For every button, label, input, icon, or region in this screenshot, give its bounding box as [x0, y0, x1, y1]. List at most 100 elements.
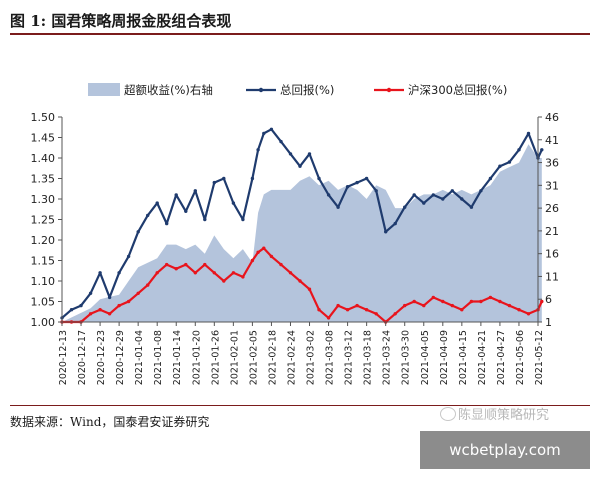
series-total-line-point-42	[450, 189, 454, 193]
series-index-line-point-39	[422, 303, 426, 308]
series-index-line-point-31	[345, 308, 350, 312]
series-index-line-point-24	[279, 262, 283, 267]
x-tick-label-4: 2021-01-04	[134, 330, 145, 385]
series-total-line-point-6	[117, 271, 121, 275]
x-tick-label-6: 2021-01-14	[172, 330, 183, 385]
y-right-tick-label-2: 11	[545, 270, 559, 283]
series-total-line-point-16	[212, 180, 216, 185]
series-total-line-point-50	[526, 131, 531, 136]
series-index-line-point-18	[231, 271, 236, 275]
x-tick-label-9: 2021-02-01	[229, 330, 240, 385]
series-total-line-point-19	[241, 217, 245, 222]
x-tick-label-19: 2021-04-05	[420, 330, 431, 385]
series-total-line-point-39	[422, 201, 426, 205]
series-index-line-point-47	[498, 299, 502, 304]
y-left-tick-label-5: 1.25	[31, 214, 56, 227]
series-index-line-point-14	[193, 271, 197, 275]
series-index-line-point-27	[307, 287, 312, 291]
series-total-line-point-28	[317, 176, 321, 181]
series-index-line-point-23	[269, 254, 274, 259]
legend-label-total: 总回报(%)	[280, 83, 334, 97]
x-tick-label-23: 2021-04-27	[496, 330, 507, 385]
y-left-tick-label-4: 1.20	[31, 234, 56, 247]
series-total-line-point-52	[540, 148, 544, 152]
y-left-tick-label-10: 1.50	[31, 111, 56, 124]
series-total-line-point-37	[403, 205, 407, 209]
wechat-icon	[440, 407, 456, 421]
series-index-line-point-3	[88, 312, 93, 316]
x-tick-label-20: 2021-04-09	[439, 330, 450, 385]
series-index-line-point-6	[117, 303, 121, 308]
y-right-tick-label-6: 31	[545, 179, 559, 192]
legend-label-excess: 超额收益(%)右轴	[124, 83, 213, 97]
series-total-line-point-35	[384, 230, 388, 234]
series-index-line-point-28	[317, 308, 321, 312]
source-note: 数据来源：Wind，国泰君安证券研究	[10, 415, 210, 429]
series-total-line-point-38	[412, 193, 416, 197]
x-tick-label-7: 2021-01-20	[191, 330, 202, 385]
x-tick-label-25: 2021-05-12	[534, 330, 545, 385]
y-right-tick-label-1: 6	[545, 293, 552, 306]
site-badge: wcbetplay.com	[420, 431, 590, 469]
series-index-line-point-36	[393, 312, 397, 316]
x-tick-label-2: 2020-12-23	[96, 330, 107, 385]
series-index-line-point-10	[155, 271, 159, 275]
series-total-line-point-49	[517, 148, 521, 152]
series-index-line-point-19	[241, 275, 245, 279]
y-left-tick-label-1: 1.05	[31, 296, 56, 309]
series-index-line-point-43	[460, 308, 464, 312]
legend-marker-total	[258, 87, 264, 93]
series-index-line-point-40	[431, 295, 435, 300]
series-index-line-point-7	[126, 299, 131, 304]
series-total-line-point-18	[231, 201, 236, 205]
x-tick-label-14: 2021-03-08	[325, 330, 336, 385]
series-index-line-point-4	[98, 308, 102, 312]
series-total-line-point-1	[69, 308, 74, 312]
title-rule	[10, 33, 590, 35]
x-tick-label-8: 2021-01-26	[210, 330, 221, 385]
series-index-line-point-33	[364, 308, 369, 312]
series-total-line-point-3	[88, 291, 93, 295]
series-index-line-point-26	[298, 279, 302, 283]
series-index-line-point-15	[203, 262, 207, 267]
series-index-line-point-37	[403, 303, 407, 308]
series-index-line-point-12	[174, 267, 178, 271]
series-index-line-point-20	[250, 258, 255, 263]
y-right-tick-label-0: 1	[545, 316, 552, 329]
series-total-line-point-15	[203, 217, 207, 222]
y-right-tick-label-5: 26	[545, 202, 559, 215]
series-index-line-point-44	[469, 299, 474, 304]
x-tick-label-11: 2021-02-18	[267, 330, 278, 385]
series-index-line-point-52	[540, 299, 544, 304]
legend-label-index: 沪深300总回报(%)	[408, 83, 507, 97]
series-index-line-point-34	[374, 312, 378, 316]
x-tick-label-15: 2021-03-12	[344, 330, 355, 385]
figure-title: 图 1: 国君策略周报金股组合表现	[10, 12, 232, 30]
series-total-line-point-20	[250, 176, 255, 181]
series-index-line-point-32	[355, 303, 359, 308]
y-right-tick-label-4: 21	[545, 225, 559, 238]
series-total-line-point-17	[222, 176, 226, 181]
series-total-line-point-9	[146, 213, 150, 218]
series-total-line-point-45	[479, 189, 483, 193]
series-index-line-point-9	[146, 283, 150, 287]
series-index-line-point-30	[336, 303, 340, 308]
series-total-line-point-29	[326, 193, 331, 197]
legend: 超额收益(%)右轴 总回报(%) 沪深300总回报(%)	[88, 83, 507, 97]
series-total-line-point-26	[298, 164, 302, 168]
series-index-line-point-41	[441, 299, 445, 304]
series-index-line-point-5	[107, 312, 112, 316]
series-excess-area	[62, 144, 542, 322]
series-total-line-point-24	[279, 139, 283, 144]
series-index-line-point-17	[222, 279, 226, 283]
x-tick-label-17: 2021-03-24	[382, 330, 393, 385]
series-index-line-point-46	[488, 295, 493, 300]
x-tick-label-12: 2021-02-24	[286, 330, 297, 385]
series-total-line-point-4	[98, 271, 102, 275]
watermark: 陈显顺策略研究	[458, 408, 550, 423]
series-total-line-point-23	[269, 127, 274, 131]
series-total-line-point-46	[488, 176, 493, 181]
x-tick-label-24: 2021-05-06	[515, 330, 526, 385]
x-tick-label-1: 2020-12-17	[77, 330, 88, 385]
y-left-tick-label-9: 1.45	[31, 132, 56, 145]
